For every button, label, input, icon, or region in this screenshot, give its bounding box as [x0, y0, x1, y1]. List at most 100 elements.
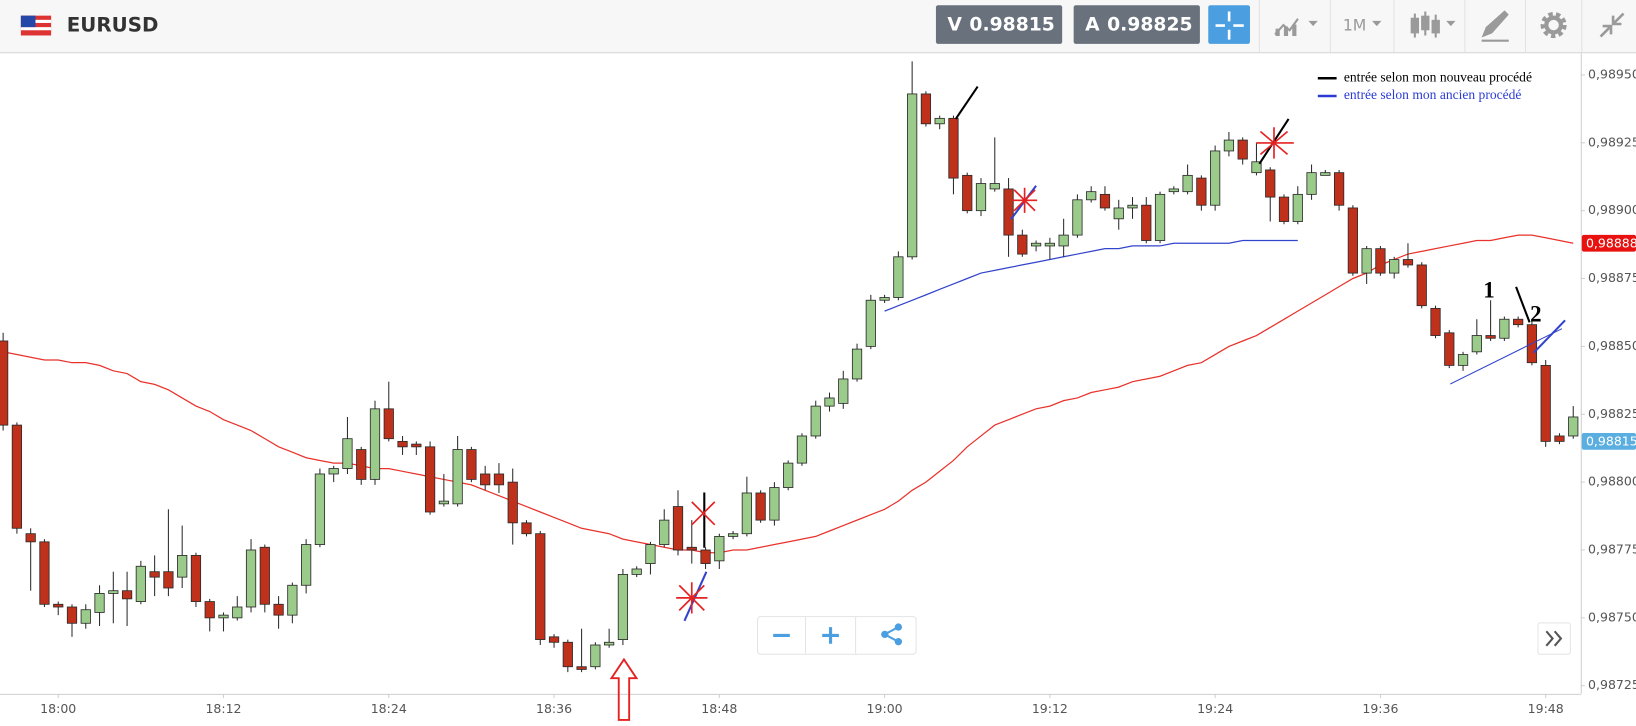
x-tick-label: 19:24: [1197, 701, 1233, 716]
y-tick-label: 0,98925: [1588, 134, 1636, 149]
zoom-in[interactable]: [822, 627, 839, 644]
bid-button[interactable]: [935, 5, 1063, 44]
candle-body: [383, 408, 394, 440]
candle-body: [590, 644, 601, 668]
candle-body: [149, 571, 160, 578]
candle-body: [948, 117, 959, 179]
candle-body: [1499, 318, 1510, 339]
candle-body: [920, 93, 932, 125]
timeframe[interactable]: 1M: [1343, 16, 1366, 35]
candle-body: [755, 492, 766, 521]
price-tag: [1581, 433, 1636, 450]
candle-body: [1347, 207, 1358, 274]
candle-body: [507, 481, 518, 524]
candle-body: [672, 506, 684, 551]
candle-body: [865, 299, 876, 347]
x-tick-label: 18:48: [701, 701, 737, 716]
symbol: EURUSD: [67, 14, 159, 37]
candle-body: [11, 424, 23, 529]
annotation-label: 2: [1530, 301, 1541, 326]
candle-body: [975, 183, 987, 212]
candle-body: [356, 449, 367, 480]
timeframe-caret: [1372, 20, 1382, 27]
candle-body: [1278, 196, 1290, 222]
ask-button[interactable]: [1073, 5, 1200, 44]
bid-label: V: [947, 15, 962, 36]
candle-body: [1471, 335, 1482, 353]
candle-body: [452, 449, 463, 505]
indicator-line: [3, 234, 1574, 554]
annotation-label: 1: [1483, 277, 1494, 302]
hand-drawings: [609, 86, 1566, 721]
candle-body: [893, 256, 904, 298]
candle-body: [617, 574, 629, 640]
candle-body: [1540, 364, 1551, 442]
candle-body: [1210, 150, 1221, 206]
candle-body: [342, 438, 353, 469]
zoom-controls: [756, 616, 917, 655]
draw-button[interactable]: [1481, 10, 1509, 42]
candle-body: [1182, 174, 1193, 193]
toolbar-separators: [1258, 0, 1583, 53]
candle-body: [245, 549, 257, 608]
candle-body: [1444, 332, 1455, 366]
indicator-line: [884, 239, 1298, 312]
candle-body: [686, 546, 697, 551]
candle-body: [1292, 193, 1303, 222]
y-tick-label: 0,98775: [1588, 541, 1636, 556]
candle-body: [369, 408, 381, 480]
candle-body: [934, 117, 945, 125]
scroll-right-button[interactable]: [1537, 622, 1571, 655]
candle-body: [962, 174, 973, 212]
candle-body: [411, 443, 422, 448]
candle-body: [1237, 139, 1248, 160]
candle-body: [1141, 204, 1152, 241]
candle-body: [1251, 161, 1262, 174]
candle-body: [1430, 307, 1441, 336]
candle-body: [604, 641, 615, 646]
candle-body: [1030, 242, 1042, 247]
candle-body: [1554, 435, 1565, 442]
x-tick-label: 18:36: [536, 701, 572, 716]
candle-body: [328, 468, 339, 475]
candle-body: [769, 487, 780, 521]
candle-body: [163, 571, 174, 589]
candle-body: [1485, 335, 1496, 339]
candle-body: [424, 446, 436, 513]
crosshair-button[interactable]: [1208, 5, 1250, 44]
candle-body: [1154, 193, 1166, 241]
collapse-button[interactable]: [1599, 12, 1625, 38]
candle-body: [108, 590, 119, 594]
x-tick-label: 18:12: [205, 701, 241, 716]
candle-body: [1223, 139, 1235, 152]
candle-body: [1003, 188, 1014, 236]
candle-body: [1127, 204, 1138, 209]
candle-body: [1072, 199, 1083, 236]
x-tick-label: 19:48: [1528, 701, 1564, 716]
x-tick-label: 18:24: [371, 701, 407, 716]
x-tick-label: 19:36: [1362, 701, 1398, 716]
candle-body: [879, 297, 890, 301]
candle-body: [25, 533, 36, 543]
candle-body: [548, 636, 560, 643]
candle-body: [1320, 172, 1331, 176]
y-tick-label: 0,98725: [1588, 677, 1636, 692]
candle-type-button[interactable]: [1410, 11, 1456, 38]
share-button[interactable]: [881, 623, 903, 646]
candle-body: [66, 606, 78, 624]
candle-body: [287, 584, 298, 616]
settings-button[interactable]: [1540, 11, 1567, 39]
flag-icon: [20, 15, 52, 36]
ask-price: 0.98825: [1107, 15, 1192, 36]
candle-body: [907, 93, 918, 258]
price-tag-label: 0,98815: [1586, 433, 1636, 448]
candle-body: [1513, 318, 1524, 326]
chart-type-button[interactable]: [1274, 18, 1318, 36]
candle-body: [1099, 193, 1111, 209]
candle-body: [851, 348, 863, 380]
candle-body: [259, 546, 270, 605]
x-tick-label: 19:00: [867, 701, 903, 716]
price-tag: [1581, 234, 1636, 252]
candle-body: [94, 593, 105, 613]
